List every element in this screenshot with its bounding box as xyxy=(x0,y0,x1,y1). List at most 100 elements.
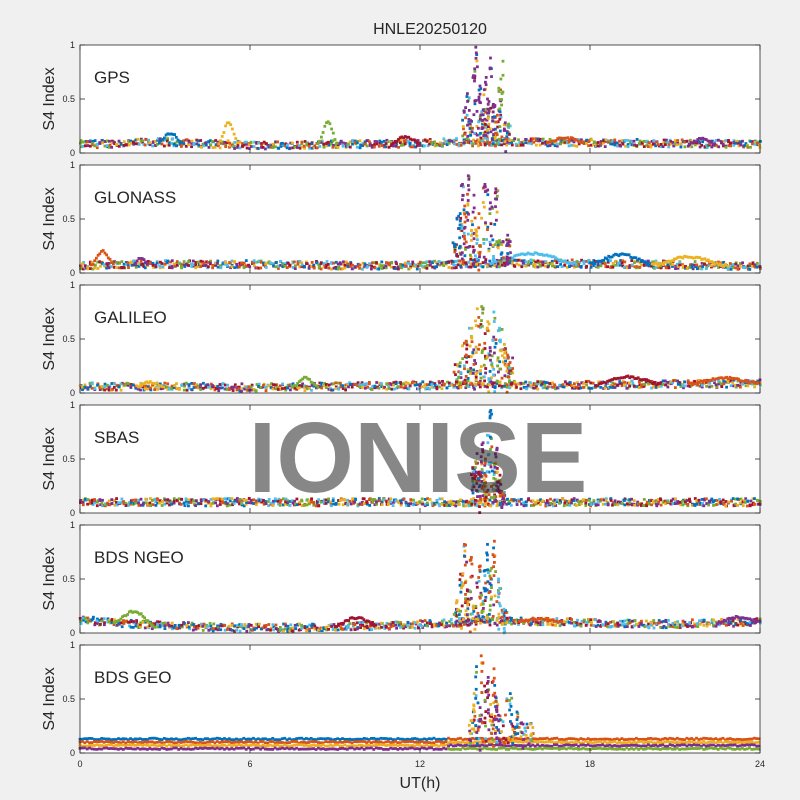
baseline-point xyxy=(271,504,275,507)
baseline-point xyxy=(274,623,278,627)
spike-point xyxy=(487,434,491,438)
baseline-point xyxy=(519,387,523,391)
baseline-point xyxy=(595,141,598,145)
baseline-point xyxy=(297,622,301,626)
baseline-point xyxy=(645,144,649,147)
baseline-point xyxy=(291,266,295,269)
baseline-point xyxy=(591,143,595,146)
baseline-point xyxy=(288,263,291,267)
y-tick-label: 1 xyxy=(70,40,75,50)
baseline-point xyxy=(231,142,234,146)
baseline-point xyxy=(378,383,382,387)
spike-point xyxy=(472,250,475,254)
panel-label: GALILEO xyxy=(94,308,167,327)
baseline-point xyxy=(426,144,430,148)
baseline-point xyxy=(103,388,106,392)
spike-point xyxy=(480,471,483,475)
baseline-point xyxy=(250,383,254,387)
baseline-point xyxy=(443,504,447,507)
baseline-point xyxy=(611,265,615,269)
arc-point xyxy=(157,384,161,387)
baseline-point xyxy=(726,265,730,268)
baseline-point xyxy=(732,143,736,147)
baseline-point xyxy=(303,386,307,389)
baseline-point xyxy=(637,142,641,145)
baseline-point xyxy=(739,385,742,389)
baseline-point xyxy=(725,385,728,389)
arc-point xyxy=(605,257,609,261)
baseline-point xyxy=(625,266,629,270)
baseline-point xyxy=(421,502,424,506)
baseline-point xyxy=(486,497,490,501)
baseline-point xyxy=(745,144,749,148)
baseline-point xyxy=(370,388,373,391)
baseline-point xyxy=(242,504,246,508)
baseline-point xyxy=(197,143,201,147)
spike-point xyxy=(471,76,475,79)
baseline-point xyxy=(180,383,183,387)
baseline-point xyxy=(602,498,606,502)
baseline-point xyxy=(189,501,193,504)
baseline-point xyxy=(373,384,377,388)
baseline-point xyxy=(183,382,186,386)
baseline-point xyxy=(242,498,246,502)
baseline-point xyxy=(717,501,721,505)
baseline-point xyxy=(558,383,562,387)
burst-point xyxy=(481,122,484,126)
baseline-point xyxy=(269,261,273,265)
baseline-point xyxy=(132,140,135,144)
baseline-point xyxy=(677,265,680,268)
baseline-point xyxy=(403,261,407,265)
arc-point xyxy=(755,382,759,385)
burst-point xyxy=(486,228,489,231)
burst-point xyxy=(491,142,495,146)
baseline-point xyxy=(338,499,342,502)
baseline-point xyxy=(339,139,343,143)
baseline-point xyxy=(143,266,147,270)
baseline-point xyxy=(204,263,208,267)
baseline-point xyxy=(179,145,183,148)
baseline-point xyxy=(533,264,537,267)
baseline-point xyxy=(342,143,345,147)
baseline-point xyxy=(596,503,600,507)
burst-point xyxy=(511,371,515,375)
baseline-point xyxy=(441,380,444,383)
spike-point xyxy=(480,351,484,354)
baseline-point xyxy=(233,383,237,387)
baseline-point xyxy=(609,384,613,387)
baseline-point xyxy=(143,386,147,389)
baseline-point xyxy=(425,266,429,270)
arc-point xyxy=(333,138,337,141)
spike-point xyxy=(464,339,468,343)
baseline-point xyxy=(382,139,386,143)
baseline-point xyxy=(166,143,170,147)
arc-point xyxy=(554,256,557,260)
baseline-point xyxy=(253,628,256,631)
baseline-point xyxy=(453,138,456,142)
burst-point xyxy=(461,344,464,348)
baseline-point xyxy=(236,143,240,147)
baseline-point xyxy=(679,503,683,507)
baseline-point xyxy=(665,138,668,142)
burst-point xyxy=(502,256,505,260)
baseline-point xyxy=(524,260,528,264)
baseline-point xyxy=(476,504,479,508)
spike-point xyxy=(484,221,487,225)
baseline-point xyxy=(143,626,147,630)
burst-point xyxy=(505,138,509,141)
burst-point xyxy=(495,470,499,474)
baseline-point xyxy=(184,500,188,504)
baseline-point xyxy=(148,624,152,627)
baseline-point xyxy=(151,261,155,265)
baseline-point xyxy=(392,387,396,391)
arc-point xyxy=(594,384,598,388)
burst-point xyxy=(505,369,509,373)
burst-point xyxy=(483,136,487,140)
baseline-point xyxy=(388,263,391,267)
baseline-point xyxy=(433,382,437,385)
baseline-point xyxy=(541,141,544,145)
baseline-point xyxy=(418,263,422,267)
arc-point xyxy=(105,253,108,257)
